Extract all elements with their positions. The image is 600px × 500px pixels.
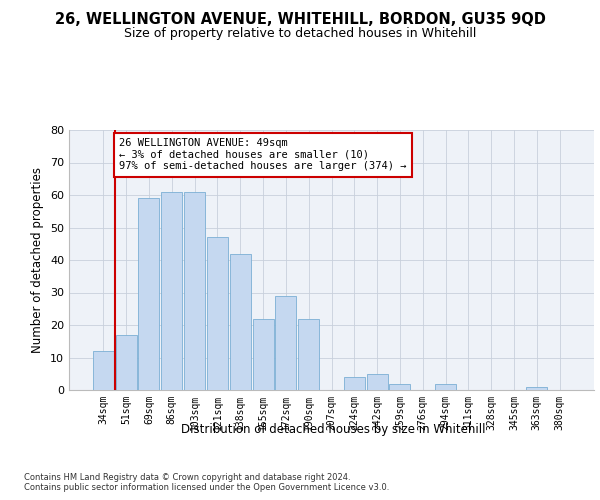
Bar	[435, 384, 456, 390]
Text: Size of property relative to detached houses in Whitehill: Size of property relative to detached ho…	[124, 28, 476, 40]
Text: 26 WELLINGTON AVENUE: 49sqm
← 3% of detached houses are smaller (10)
97% of semi: 26 WELLINGTON AVENUE: 49sqm ← 3% of deta…	[119, 138, 407, 172]
Bar	[275, 296, 296, 390]
Bar	[207, 238, 228, 390]
Bar	[526, 387, 547, 390]
Bar	[93, 351, 114, 390]
Bar	[116, 335, 137, 390]
Bar	[139, 198, 160, 390]
Bar	[184, 192, 205, 390]
Bar	[253, 318, 274, 390]
Bar	[367, 374, 388, 390]
Bar	[298, 318, 319, 390]
Text: 26, WELLINGTON AVENUE, WHITEHILL, BORDON, GU35 9QD: 26, WELLINGTON AVENUE, WHITEHILL, BORDON…	[55, 12, 545, 28]
Bar	[161, 192, 182, 390]
Bar	[344, 377, 365, 390]
Bar	[230, 254, 251, 390]
Y-axis label: Number of detached properties: Number of detached properties	[31, 167, 44, 353]
Text: Distribution of detached houses by size in Whitehill: Distribution of detached houses by size …	[181, 422, 485, 436]
Text: Contains HM Land Registry data © Crown copyright and database right 2024.
Contai: Contains HM Land Registry data © Crown c…	[24, 472, 389, 492]
Bar	[389, 384, 410, 390]
